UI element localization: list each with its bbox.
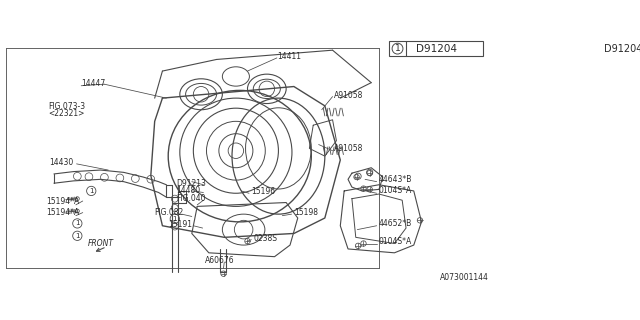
Circle shape [170,214,179,223]
Text: D91213: D91213 [177,180,206,188]
Text: D91204: D91204 [417,44,458,54]
Text: 0104S*A: 0104S*A [379,237,412,246]
Text: 1: 1 [75,233,79,239]
Text: 1: 1 [75,220,79,227]
Text: FRONT: FRONT [88,239,113,248]
Text: FIG.073-3: FIG.073-3 [48,102,85,111]
Text: 15194*A: 15194*A [47,208,79,217]
Text: 14480: 14480 [177,187,200,196]
Text: 15196: 15196 [252,187,275,196]
Circle shape [73,219,82,228]
Text: 44652*B: 44652*B [379,219,412,228]
Text: 1: 1 [89,188,93,194]
Circle shape [86,186,96,196]
Text: 14411: 14411 [277,52,301,61]
Circle shape [392,43,403,54]
Circle shape [73,231,82,240]
Text: A073001144: A073001144 [440,273,489,282]
Text: 14430: 14430 [49,158,73,167]
Text: 0104S*A: 0104S*A [379,187,412,196]
Text: 0238S: 0238S [253,234,278,243]
Text: 44643*B: 44643*B [379,175,412,184]
Text: A91058: A91058 [334,144,364,153]
Text: A91058: A91058 [334,91,364,100]
Bar [389,41,483,56]
Text: 1: 1 [173,216,177,222]
Text: D91204: D91204 [604,44,640,54]
Text: <22321>: <22321> [48,109,84,118]
Text: 14447: 14447 [81,79,106,88]
Text: 15194*A: 15194*A [47,197,79,206]
Text: 15191: 15191 [168,220,193,229]
Text: 15198: 15198 [294,208,318,217]
Text: A60676: A60676 [205,256,235,265]
Text: FIG.082: FIG.082 [155,208,184,217]
Text: FIG.040: FIG.040 [177,194,206,203]
Text: 1: 1 [395,44,401,53]
